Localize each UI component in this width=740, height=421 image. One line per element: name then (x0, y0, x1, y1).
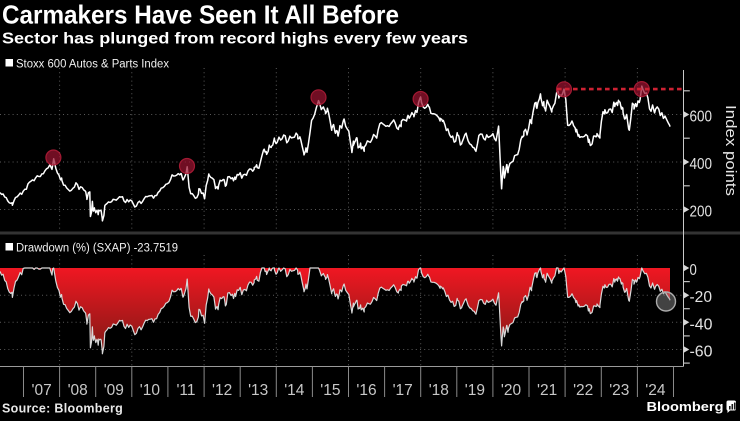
svg-text:-60: -60 (690, 344, 713, 361)
svg-text:'14: '14 (284, 382, 305, 399)
svg-text:-20: -20 (690, 289, 713, 306)
svg-text:'21: '21 (537, 382, 557, 399)
svg-text:Carmakers Have Seen It All Bef: Carmakers Have Seen It All Before (2, 0, 399, 30)
svg-text:400: 400 (690, 156, 713, 173)
svg-text:'13: '13 (248, 382, 268, 399)
svg-text:600: 600 (690, 109, 713, 126)
svg-text:Bloomberg: Bloomberg (647, 399, 724, 414)
svg-text:'24: '24 (645, 382, 666, 399)
svg-text:'22: '22 (573, 382, 593, 399)
svg-text:'11: '11 (176, 382, 195, 399)
svg-text:'16: '16 (356, 382, 376, 399)
svg-text:-40: -40 (690, 316, 713, 333)
svg-text:'07: '07 (31, 382, 51, 399)
svg-text:'20: '20 (501, 382, 522, 399)
svg-text:Stoxx 600 Autos & Parts Index: Stoxx 600 Autos & Parts Index (16, 59, 169, 71)
svg-text:Index points: Index points (722, 105, 738, 196)
svg-text:Source: Bloomberg: Source: Bloomberg (2, 402, 123, 416)
svg-text:0: 0 (690, 262, 697, 279)
svg-text:'09: '09 (104, 382, 124, 399)
svg-text:'12: '12 (212, 382, 232, 399)
svg-text:'23: '23 (609, 382, 629, 399)
svg-text:Sector has plunged from record: Sector has plunged from record highs eve… (2, 31, 468, 48)
svg-text:'10: '10 (140, 382, 161, 399)
svg-text:'15: '15 (320, 382, 340, 399)
svg-text:'08: '08 (68, 382, 88, 399)
svg-text:200: 200 (690, 204, 713, 221)
svg-text:'19: '19 (465, 382, 485, 399)
svg-text:'17: '17 (393, 382, 413, 399)
svg-text:'18: '18 (429, 382, 449, 399)
svg-text:Drawdown (%) (SXAP) -23.7519: Drawdown (%) (SXAP) -23.7519 (16, 243, 178, 255)
